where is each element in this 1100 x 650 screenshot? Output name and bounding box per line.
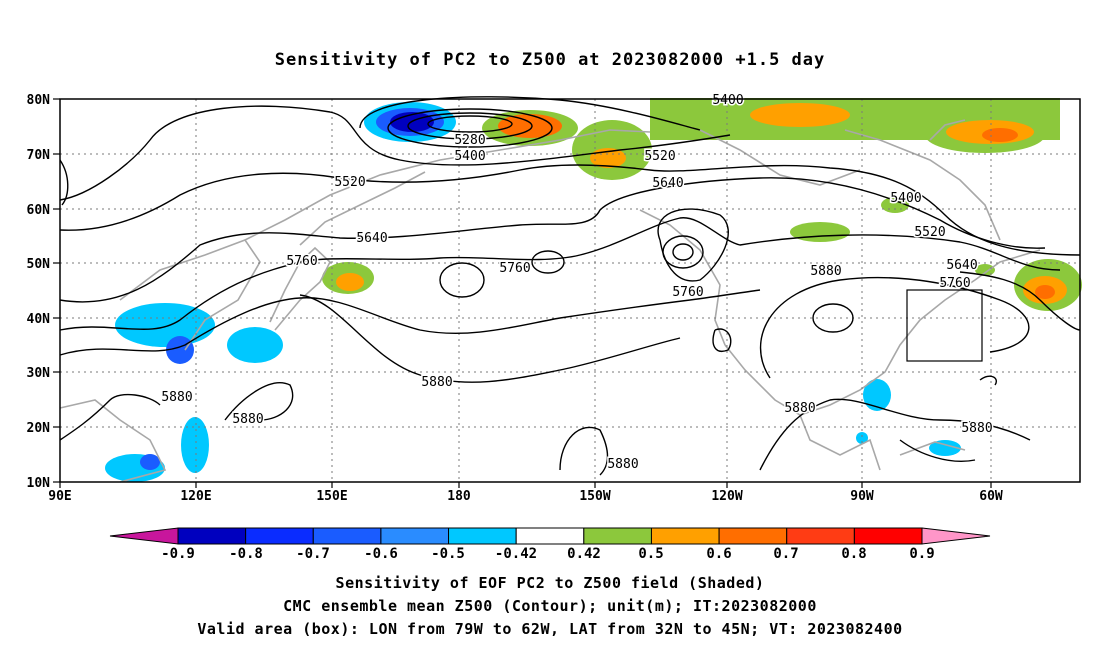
lat-label: 80N xyxy=(27,93,51,108)
colorbar: -0.9 -0.8 -0.7 -0.6 -0.5 -0.42 0.42 0.5 … xyxy=(109,527,991,562)
contour-label: 5280 xyxy=(454,133,485,148)
contour-label: 5640 xyxy=(356,231,387,246)
colorbar-bin xyxy=(177,527,247,545)
positive-patch xyxy=(750,103,850,127)
contour-label: 5880 xyxy=(784,401,815,416)
colorbar-bin xyxy=(448,527,517,545)
positive-patch xyxy=(498,114,562,138)
contour-label: 5520 xyxy=(334,175,365,190)
colorbar-label: -0.9 xyxy=(161,546,195,562)
lon-labels: 90E 120E 150E 180 150W 120W 90W 60W xyxy=(48,489,1003,504)
negative-patch xyxy=(227,327,283,363)
contour-label: 5400 xyxy=(454,149,485,164)
positive-patch xyxy=(1035,285,1055,299)
caption-contour: CMC ensemble mean Z500 (Contour); unit(m… xyxy=(283,597,817,615)
contour-label: 5760 xyxy=(499,261,530,276)
negative-patch xyxy=(929,440,961,456)
contour-label: 5880 xyxy=(421,375,452,390)
lon-label: 180 xyxy=(447,489,471,504)
contour-label: 5880 xyxy=(961,421,992,436)
colorbar-label: 0.9 xyxy=(909,546,934,562)
contour-label-group: 5400 5280 5400 5520 5520 5640 5400 5520 … xyxy=(160,92,994,474)
lon-label: 150E xyxy=(316,489,347,504)
lat-label: 40N xyxy=(27,312,51,327)
valid-area-box xyxy=(906,289,983,362)
negative-patch xyxy=(856,432,868,444)
positive-patch xyxy=(982,128,1018,142)
colorbar-label: 0.8 xyxy=(841,546,866,562)
contour-label: 5640 xyxy=(946,258,977,273)
contour-label: 5760 xyxy=(939,276,970,291)
colorbar-label: 0.42 xyxy=(567,546,601,562)
lon-label: 150W xyxy=(579,489,610,504)
colorbar-bin xyxy=(786,527,855,545)
contour-label: 5880 xyxy=(810,264,841,279)
colorbar-label: -0.7 xyxy=(296,546,330,562)
colorbar-label: 0.7 xyxy=(773,546,798,562)
caption-valid-area: Valid area (box): LON from 79W to 62W, L… xyxy=(197,620,903,638)
lat-label: 50N xyxy=(27,257,51,272)
contour-label: 5880 xyxy=(607,457,638,472)
lon-label: 120E xyxy=(180,489,211,504)
axis-ticks xyxy=(53,98,992,488)
contour-label: 5880 xyxy=(161,390,192,405)
contour-label: 5640 xyxy=(652,176,683,191)
contour-label: 5760 xyxy=(286,254,317,269)
colorbar-labels: -0.9 -0.8 -0.7 -0.6 -0.5 -0.42 0.42 0.5 … xyxy=(161,546,935,562)
colorbar-label: 0.6 xyxy=(706,546,731,562)
map-frame xyxy=(59,98,1081,483)
colorbar-bin xyxy=(380,527,450,545)
contour-label: 5400 xyxy=(890,191,921,206)
plot-title: Sensitivity of PC2 to Z500 at 2023082000… xyxy=(274,50,826,70)
negative-patch xyxy=(181,417,209,473)
caption-shading: Sensitivity of EOF PC2 to Z500 field (Sh… xyxy=(335,574,765,592)
colorbar-label: -0.42 xyxy=(495,546,537,562)
colorbar-bins xyxy=(177,527,923,545)
positive-patch xyxy=(975,264,995,276)
lat-label: 60N xyxy=(27,203,51,218)
grid xyxy=(60,99,1080,482)
lon-label: 120W xyxy=(711,489,742,504)
colorbar-bin xyxy=(650,527,720,545)
negative-patch xyxy=(115,303,215,347)
negative-patch xyxy=(863,379,891,411)
contour-label: 5400 xyxy=(712,93,743,108)
colorbar-over-arrow xyxy=(921,527,991,545)
colorbar-bin xyxy=(718,527,788,545)
contour-label: 5760 xyxy=(672,285,703,300)
positive-patch xyxy=(336,273,364,291)
lat-label: 70N xyxy=(27,148,51,163)
positive-patch xyxy=(790,222,850,242)
negative-patch xyxy=(140,454,160,470)
contour-label: 5520 xyxy=(644,149,675,164)
contour-label: 5520 xyxy=(914,225,945,240)
lat-label: 20N xyxy=(27,421,51,436)
colorbar-label: -0.5 xyxy=(431,546,465,562)
colorbar-label: -0.6 xyxy=(364,546,398,562)
colorbar-under-arrow xyxy=(109,527,179,545)
lon-label: 60W xyxy=(979,489,1003,504)
lon-label: 90W xyxy=(850,489,874,504)
colorbar-bin xyxy=(245,527,314,545)
colorbar-bin xyxy=(515,527,585,545)
lat-label: 10N xyxy=(27,476,51,491)
colorbar-label: 0.5 xyxy=(638,546,663,562)
lat-labels: 80N 70N 60N 50N 40N 30N 20N 10N xyxy=(27,93,51,491)
colorbar-bin xyxy=(583,527,652,545)
colorbar-label: -0.8 xyxy=(229,546,263,562)
colorbar-bin xyxy=(312,527,382,545)
lat-label: 30N xyxy=(27,366,51,381)
lon-label: 90E xyxy=(48,489,71,504)
colorbar-bin xyxy=(853,527,923,545)
contour-label: 5880 xyxy=(232,412,263,427)
z500-contours xyxy=(59,96,1081,476)
